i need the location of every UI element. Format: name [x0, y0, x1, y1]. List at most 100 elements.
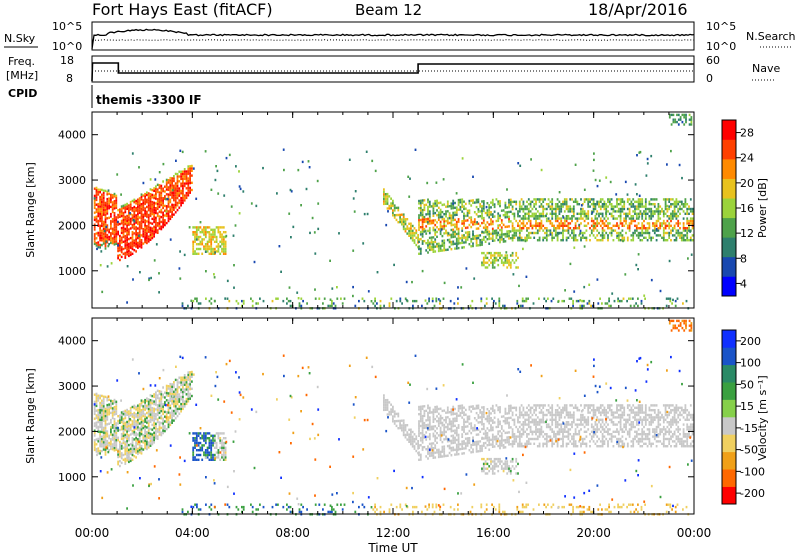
power-echo-cell: [590, 224, 593, 227]
velocity-echo-cell: [140, 452, 143, 455]
velocity-echo-cell: [144, 408, 146, 411]
power-echo-cell: [115, 218, 118, 221]
power-echo-cell: [99, 219, 101, 223]
velocity-echo-cell: [427, 423, 429, 427]
power-echo-cell: [179, 277, 182, 280]
power-echo-cell: [545, 234, 548, 237]
velocity-echo-cell: [140, 449, 143, 453]
velocity-echo-cell: [138, 405, 141, 408]
power-echo-cell: [126, 253, 128, 256]
power-echo-cell: [213, 231, 216, 234]
power-echo-cell: [224, 231, 227, 234]
power-echo-cell: [544, 227, 546, 230]
power-echo-cell: [237, 302, 240, 305]
power-echo-cell: [625, 231, 627, 235]
power-echo-cell: [556, 203, 559, 206]
velocity-echo-cell: [164, 429, 166, 433]
power-echo-cell: [99, 236, 101, 239]
power-echo-cell: [657, 227, 660, 230]
power-echo-cell: [594, 205, 597, 208]
power-echo-cell: [623, 203, 626, 206]
power-echo-cell: [388, 204, 391, 208]
velocity-echo-cell: [425, 448, 428, 451]
velocity-echo-cell: [486, 439, 489, 442]
power-echo-cell: [504, 254, 507, 257]
power-echo-cell: [101, 205, 103, 208]
velocity-echo-cell: [466, 420, 469, 423]
velocity-echo-cell: [138, 432, 141, 435]
power-echo-cell: [151, 196, 154, 199]
power-echo-cell: [203, 238, 205, 241]
power-echo-cell: [149, 236, 152, 239]
velocity-echo-cell: [138, 451, 141, 454]
velocity-echo-cell: [131, 449, 134, 452]
power-echo-cell: [527, 227, 530, 230]
power-echo-cell: [431, 299, 434, 303]
power-echo-cell: [542, 207, 545, 211]
power-echo-cell: [572, 205, 575, 208]
power-echo-cell: [617, 224, 620, 227]
velocity-echo-cell: [133, 411, 136, 415]
velocity-echo-cell: [113, 406, 116, 409]
velocity-echo-cell: [165, 384, 168, 388]
power-echo-cell: [180, 172, 182, 176]
power-echo-cell: [135, 250, 137, 253]
power-echo-cell: [183, 170, 186, 173]
velocity-echo-cell: [197, 432, 200, 435]
power-echo-cell: [513, 234, 516, 237]
power-echo-cell: [506, 254, 509, 257]
power-echo-cell: [443, 227, 446, 230]
power-echo-cell: [513, 261, 516, 264]
power-echo-cell: [515, 266, 518, 269]
power-echo-cell: [432, 209, 435, 213]
power-echo-cell: [154, 178, 157, 181]
power-echo-cell: [662, 212, 665, 215]
power-echo-cell: [180, 175, 182, 178]
power-echo-cell: [621, 207, 624, 211]
velocity-echo-cell: [402, 424, 405, 427]
velocity-echo-cell: [224, 453, 227, 457]
power-echo-cell: [455, 237, 458, 240]
power-echo-cell: [481, 212, 483, 215]
velocity-echo-cell: [402, 421, 405, 425]
power-echo-cell: [448, 233, 451, 237]
power-echo-cell: [518, 219, 521, 223]
power-echo-cell: [151, 200, 154, 204]
power-echo-cell: [111, 232, 114, 235]
power-echo-cell: [421, 230, 424, 233]
power-echo-cell: [518, 205, 521, 208]
power-echo-cell: [551, 231, 554, 235]
power-echo-cell: [446, 205, 449, 208]
power-echo-cell: [686, 227, 689, 230]
power-echo-cell: [563, 198, 566, 201]
power-echo-cell: [156, 205, 159, 208]
power-echo-cell: [432, 241, 435, 244]
velocity-echo-cell: [155, 429, 157, 433]
power-echo-cell: [466, 233, 469, 236]
power-echo-cell: [668, 200, 671, 203]
power-echo-cell: [513, 212, 516, 215]
power-echo-cell: [675, 239, 678, 242]
power-echo-cell: [140, 203, 143, 206]
power-echo-cell: [443, 249, 446, 252]
power-echo-cell: [210, 235, 213, 239]
power-echo-cell: [691, 210, 694, 213]
power-echo-cell: [137, 241, 139, 245]
velocity-echo-cell: [115, 436, 118, 439]
velocity-echo-cell: [162, 419, 164, 423]
power-echo-cell: [117, 257, 119, 260]
power-echo-cell: [415, 231, 418, 235]
power-echo-cell: [423, 206, 426, 209]
power-echo-cell: [167, 193, 170, 196]
velocity-echo-cell: [463, 430, 465, 433]
power-echo-cell: [276, 192, 278, 195]
power-echo-cell: [509, 203, 512, 206]
power-echo-cell: [506, 211, 509, 214]
power-echo-cell: [106, 197, 109, 201]
power-echo-cell: [463, 207, 465, 211]
power-echo-cells: [93, 113, 694, 310]
power-echo-cell: [158, 198, 161, 201]
power-echo-cell: [569, 198, 572, 201]
velocity-echo-cell: [135, 446, 137, 449]
power-echo-cell: [317, 202, 320, 205]
